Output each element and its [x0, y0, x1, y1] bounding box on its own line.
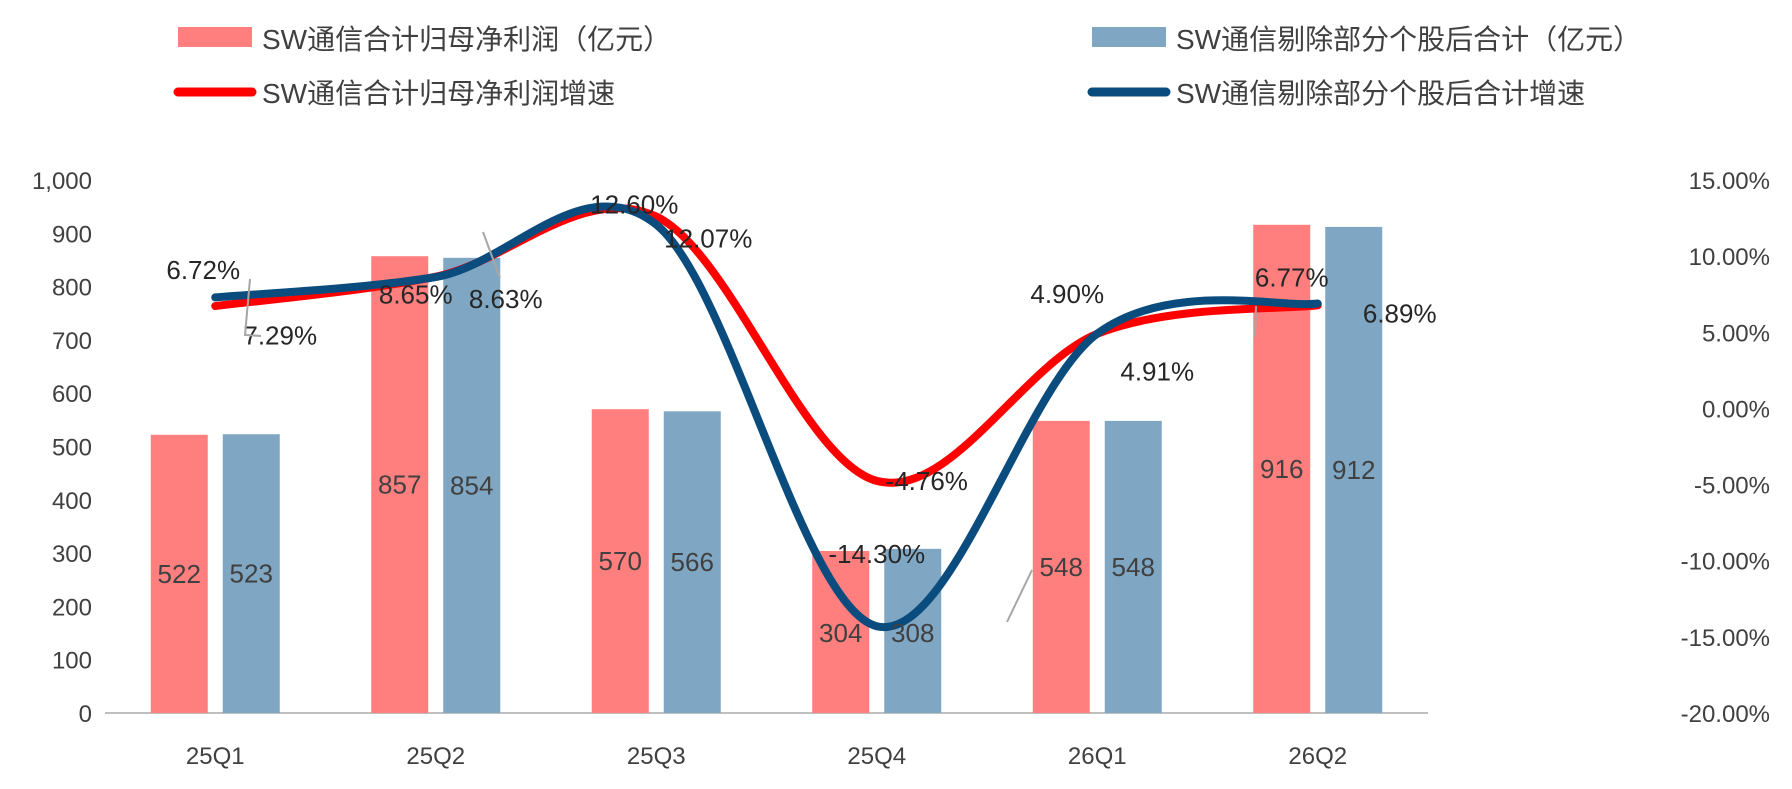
y-right-tick-label: 10.00%	[1689, 244, 1770, 271]
line-value-label: 4.91%	[1120, 357, 1194, 387]
y-left-tick-label: 0	[79, 701, 92, 728]
bar-value-label: 522	[158, 559, 201, 589]
y-right-tick-label: 15.00%	[1689, 168, 1770, 195]
line-value-label: 8.65%	[379, 280, 453, 310]
line-value-label: 6.72%	[166, 255, 240, 285]
bar-series1-25Q4	[812, 550, 870, 713]
bar-value-label: 570	[599, 546, 642, 576]
bar-series1-25Q2	[371, 256, 429, 713]
bar-value-label: 308	[891, 618, 934, 648]
legend-swatch-bar-2	[1092, 27, 1166, 47]
bar-value-label: 857	[378, 470, 421, 500]
y-left-tick-label: 800	[52, 275, 92, 302]
data-labels: 522 857 570 304 548 916 523 854 566 308 548 912 6.72…	[158, 190, 1437, 648]
bar-series2-26Q2	[1325, 226, 1383, 714]
x-tick-label: 26Q2	[1288, 743, 1347, 770]
y-left-tick-label: 1,000	[32, 168, 92, 195]
line-series-2	[211, 202, 1322, 631]
line-value-label: 6.77%	[1255, 262, 1329, 292]
legend-label-bar-1: SW通信合计归母净利润（亿元）	[262, 24, 671, 55]
bar-value-label: 916	[1260, 454, 1303, 484]
y-left-tick-label: 400	[52, 488, 92, 515]
bar-series1-25Q3	[591, 409, 649, 713]
y-left-tick-label: 300	[52, 541, 92, 568]
x-tick-label: 25Q4	[847, 743, 906, 770]
bar-series2-25Q2	[443, 257, 501, 713]
line-value-label: 4.90%	[1030, 279, 1104, 309]
line-value-label: 12.60%	[590, 190, 678, 220]
legend-label-bar-2: SW通信剔除部分个股后合计（亿元）	[1176, 24, 1641, 55]
bar-value-label: 854	[450, 470, 493, 500]
y-left-tick-label: 900	[52, 221, 92, 248]
label-leader-line	[243, 278, 262, 337]
y-right-tick-label: 0.00%	[1702, 396, 1770, 423]
y-left-tick-label: 100	[52, 648, 92, 675]
line-value-label: 12.07%	[664, 224, 752, 254]
x-tick-label: 25Q3	[627, 743, 686, 770]
label-leader-line	[1254, 305, 1257, 338]
legend-label-line-2: SW通信剔除部分个股后合计增速	[1176, 78, 1585, 109]
bar-value-label: 912	[1332, 455, 1375, 485]
axes: 0 100 200 300 400 500 600 700 800 900 1,000 -20.00%…	[32, 168, 1770, 770]
bar-series2-25Q1	[222, 434, 280, 713]
bar-series2-26Q1	[1104, 420, 1162, 713]
label-leader-line	[482, 231, 501, 279]
x-tick-label: 25Q1	[186, 743, 245, 770]
legend: SW通信合计归母净利润（亿元） SW通信剔除部分个股后合计（亿元） SW通信合计归母…	[173, 24, 1641, 109]
y-right-tick-label: -20.00%	[1681, 701, 1770, 728]
y-left-tick-label: 200	[52, 594, 92, 621]
legend-swatch-bar-1	[178, 27, 252, 47]
label-leader-line	[1006, 569, 1033, 623]
y-left-tick-label: 600	[52, 381, 92, 408]
y-right-tick-label: 5.00%	[1702, 320, 1770, 347]
line-value-label: 8.63%	[469, 284, 543, 314]
bar-series1-25Q1	[150, 434, 208, 713]
lines	[211, 202, 1322, 631]
line-value-label: 6.89%	[1363, 299, 1437, 329]
y-right-tick-label: -15.00%	[1681, 625, 1770, 652]
x-tick-label: 25Q2	[406, 743, 465, 770]
line-value-label: -14.30%	[828, 539, 925, 569]
bar-series2-25Q3	[663, 411, 721, 713]
y-left-tick-label: 500	[52, 435, 92, 462]
y-left-tick-label: 700	[52, 328, 92, 355]
bar-value-label: 566	[671, 547, 714, 577]
y-right-tick-label: -5.00%	[1694, 473, 1770, 500]
bar-series1-26Q1	[1032, 420, 1090, 713]
x-tick-label: 26Q1	[1068, 743, 1127, 770]
bar-series2-25Q4	[884, 548, 942, 713]
y-right-tick-label: -10.00%	[1681, 549, 1770, 576]
bar-value-label: 548	[1112, 552, 1155, 582]
line-value-label: -4.76%	[886, 466, 968, 496]
bar-value-label: 304	[819, 618, 862, 648]
bar-value-label: 548	[1040, 552, 1083, 582]
legend-label-line-1: SW通信合计归母净利润增速	[262, 78, 615, 109]
bar-value-label: 523	[230, 559, 273, 589]
